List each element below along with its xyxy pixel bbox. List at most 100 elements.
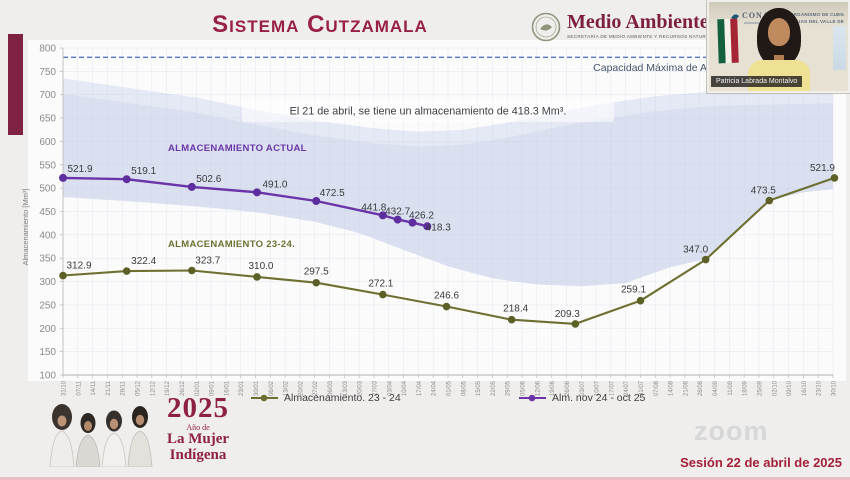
svg-text:13/03: 13/03 [343,380,349,396]
capacity-label: Capacidad Máxima de A [593,62,707,74]
svg-text:02/10: 02/10 [772,380,778,396]
data-point [187,182,196,191]
svg-text:25/09: 25/09 [757,380,763,396]
data-point [59,271,67,280]
session-date: Sesión 22 de abril de 2025 [680,455,842,470]
data-point [830,174,839,182]
campaign-title-line1: La Mujer [166,431,230,447]
svg-text:18/09: 18/09 [743,380,749,396]
svg-text:10/07: 10/07 [595,380,601,396]
svg-text:17/07: 17/07 [609,380,615,396]
data-point [408,218,417,227]
annotation-text: El 21 de abril, se tiene un almacenamien… [290,106,567,118]
svg-text:14/11: 14/11 [91,380,97,395]
svg-text:26/12: 26/12 [180,380,186,396]
svg-text:24/07: 24/07 [624,380,630,396]
logo-name: Medio Ambiente [567,11,709,33]
campaign-title-line2: Indígena [169,446,227,463]
svg-text:22/05: 22/05 [491,380,497,396]
svg-text:06/02: 06/02 [269,380,275,396]
svg-text:19/12: 19/12 [165,380,171,396]
data-point [252,188,261,197]
svg-text:100: 100 [39,371,56,382]
data-label: 491.0 [262,179,287,190]
svg-text:16/01: 16/01 [224,380,230,396]
speaker-face [767,18,790,46]
data-point [188,266,196,275]
indigenous-women-image [49,404,153,467]
data-point [765,196,774,205]
data-point [636,296,645,305]
svg-text:400: 400 [39,230,56,241]
svg-text:20/03: 20/03 [358,380,364,396]
y-axis-title: Almacenamiento [Mm³] [21,188,30,265]
data-label: 218.4 [503,304,528,315]
data-label: 347.0 [683,245,708,256]
data-label: 272.1 [368,279,393,290]
svg-text:750: 750 [39,67,56,78]
svg-text:05/06: 05/06 [521,380,527,396]
campaign-subtitle: Año de [186,423,210,432]
svg-text:12/06: 12/06 [535,380,541,396]
svg-text:550: 550 [39,160,56,171]
svg-text:23/01: 23/01 [239,380,245,396]
svg-text:600: 600 [39,137,56,148]
svg-text:150: 150 [39,347,56,358]
data-label: 209.3 [555,309,580,320]
svg-text:04/09: 04/09 [713,380,719,396]
data-label: 310.0 [248,261,273,272]
data-point [122,175,131,184]
svg-text:21/11: 21/11 [106,380,112,395]
data-label: 322.4 [131,256,156,267]
svg-text:20/02: 20/02 [298,380,304,396]
storage-chart: Capacidad Máxima de A 100 150 200 250 300 350 4… [21,44,839,396]
svg-text:31/07: 31/07 [639,380,645,396]
legend-label: Alm. nov 24 - oct 25 [552,392,646,404]
campaign-year: 2025 [167,392,229,424]
data-point [379,290,387,299]
data-label: 519.1 [131,166,156,177]
legend-label: Almacenamiento. 23 - 24 [284,392,401,404]
svg-text:07/11: 07/11 [76,380,82,395]
data-label: 473.5 [751,186,776,197]
svg-text:28/11: 28/11 [121,380,127,395]
data-label: 297.5 [304,267,329,278]
svg-text:500: 500 [39,184,56,195]
data-point [122,267,131,275]
svg-text:17/04: 17/04 [417,380,423,396]
x-tick-labels: 31/10 07/11 14/11 21/11 28/11 05/12 12/12 19/12… [62,375,838,396]
medio-ambiente-logo: Medio Ambiente SECRETARÍA DE MEDIO AMBIE… [531,12,727,42]
data-label: 432.7 [385,207,410,218]
webcam-overlay: CONAGUA ORGANISMO DE CUEN AGUAS DEL VALL… [707,0,850,93]
svg-text:08/05: 08/05 [461,380,467,396]
organismo-wall-text: ORGANISMO DE CUEN AGUAS DEL VALLE DE [789,12,844,25]
data-label: 259.1 [621,285,646,296]
svg-text:200: 200 [39,324,56,335]
svg-text:01/05: 01/05 [447,380,453,396]
svg-text:10/04: 10/04 [402,380,408,396]
data-point [312,196,321,205]
data-label: 441.8 [361,202,386,213]
svg-text:27/02: 27/02 [313,380,319,396]
series-0: 312.9 322.4 323.7 310.0 297.5 272.1 246.6 218.4… [59,163,839,328]
data-label: 521.9 [810,163,835,174]
svg-text:31/10: 31/10 [62,380,68,396]
svg-text:800: 800 [39,44,56,55]
svg-text:11/09: 11/09 [728,380,734,395]
svg-text:700: 700 [39,90,56,101]
svg-text:14/08: 14/08 [669,380,675,396]
speaker-name-tag: Patricia Labrada Montalvo [711,76,803,87]
svg-text:03/04: 03/04 [387,380,393,396]
legend-item-nov24-oct25: Alm. nov 24 - oct 25 [518,392,645,404]
svg-text:03/07: 03/07 [580,380,586,396]
svg-text:30/10: 30/10 [832,380,838,396]
bottom-progress-line [0,477,850,480]
data-point [423,222,432,231]
data-label: 312.9 [66,261,91,272]
svg-text:12/12: 12/12 [150,380,156,396]
y-tick-labels: 100 150 200 250 300 350 400 450 500 550 600 650 700 7… [39,44,63,382]
data-point [59,173,67,182]
data-label: 418.3 [426,222,451,233]
svg-text:23/10: 23/10 [817,380,823,396]
